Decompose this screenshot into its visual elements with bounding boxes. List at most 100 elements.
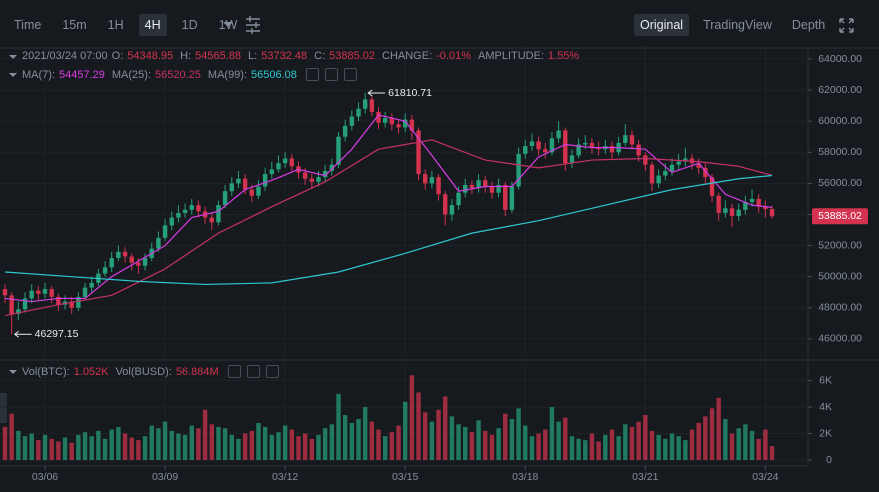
candle-body (496, 184, 501, 193)
candle-body (436, 177, 441, 195)
volume-bar (469, 432, 475, 460)
interval-button[interactable]: 1W (218, 17, 238, 32)
candle-body (623, 135, 628, 143)
y-tick-label: 62000.00 (818, 84, 862, 96)
settings-icon[interactable] (324, 68, 338, 81)
volume-bar (162, 421, 168, 460)
candle-body (9, 295, 14, 314)
volume-bar (409, 375, 415, 460)
volume-bar (182, 434, 188, 460)
indicator-label: MA(7): (22, 68, 55, 81)
volume-bar (456, 424, 461, 460)
candle-body (342, 125, 348, 137)
legend-value: 54565.88 (195, 50, 242, 62)
candle-body (82, 287, 88, 297)
volume-bar (169, 430, 174, 460)
volume-bar (696, 422, 701, 460)
x-tick-label: 03/06 (32, 471, 58, 483)
candle-body (209, 217, 214, 223)
candle-body (2, 289, 8, 296)
y-tick-label: 64000.00 (818, 53, 862, 65)
more-intervals[interactable] (223, 22, 233, 27)
interval-button[interactable]: 15m (62, 17, 87, 32)
candle-body (696, 163, 701, 168)
volume-bar (116, 426, 121, 460)
volume-bar (196, 428, 201, 460)
candle-body (309, 178, 315, 182)
volume-bar (69, 442, 74, 460)
volume-bar (102, 438, 108, 460)
candle-body (463, 184, 468, 193)
interval-button[interactable]: 1H (107, 17, 124, 32)
view-button[interactable]: TradingView (703, 17, 772, 32)
candle-body (516, 153, 521, 187)
candle-body (449, 205, 455, 215)
volume-tick-label: 2K (819, 427, 832, 439)
candle-body (356, 108, 361, 117)
candle-body (636, 144, 641, 156)
eye-icon[interactable] (227, 365, 241, 378)
eye-icon[interactable] (305, 68, 319, 81)
ma-line (4, 114, 773, 303)
candle-body (469, 184, 475, 189)
candle-body (569, 155, 575, 164)
volume-bar (616, 436, 621, 460)
volume-value: 56.884M (175, 365, 219, 378)
candle-body (242, 178, 248, 190)
view-button[interactable]: Depth (791, 17, 826, 32)
candle-body (643, 155, 648, 165)
interval-button[interactable]: 1D (181, 17, 198, 32)
candle-body (409, 119, 415, 131)
x-tick-label: 03/24 (752, 471, 778, 483)
volume-bar (449, 416, 455, 460)
volume-bar (76, 434, 81, 460)
legend-value: -0.01% (436, 50, 471, 62)
annotation-arrow (13, 330, 32, 338)
volume-bar (743, 424, 748, 460)
volume-bar (22, 436, 28, 460)
volume-bar (302, 433, 308, 460)
candle-body (189, 205, 194, 210)
close-icon[interactable] (343, 68, 357, 81)
candle-body (269, 169, 274, 175)
volume-bar (669, 433, 675, 460)
volume-bar (643, 415, 648, 460)
fullscreen-icon[interactable] (839, 18, 854, 33)
candle-body (196, 205, 201, 212)
interval-button[interactable]: 4H (138, 13, 167, 36)
interval-button[interactable]: Time (14, 17, 42, 32)
volume-tick-label: 4K (819, 401, 832, 413)
volume-label: Vol(BTC): (22, 365, 70, 378)
settings-icon[interactable] (246, 365, 260, 378)
legend-value: 53885.02 (329, 50, 376, 62)
volume-bar (403, 401, 408, 460)
volume-bar (649, 430, 655, 460)
volume-bar (289, 429, 295, 460)
candle-body (709, 177, 715, 196)
candle-body (276, 163, 281, 170)
indicator-value: 54457.29 (59, 68, 105, 81)
candle-body (443, 194, 448, 215)
view-button[interactable]: Original (634, 13, 690, 36)
volume-tick-label: 0 (826, 454, 832, 466)
candle-body (369, 99, 375, 112)
y-tick-label: 46000.00 (818, 333, 862, 345)
volume-bar (563, 417, 568, 460)
candle-body (676, 161, 681, 165)
volume-bar (396, 425, 401, 460)
volume-bar (436, 409, 441, 460)
candle-body (22, 298, 28, 310)
volume-value: 1.052K (73, 365, 109, 378)
volume-bar (316, 434, 321, 460)
settings-icon[interactable] (246, 16, 260, 34)
volume-bar (356, 418, 361, 460)
legend-value: 1.55% (548, 50, 580, 62)
legend-label: L: (248, 50, 258, 62)
candle-body (256, 186, 261, 196)
close-icon[interactable] (265, 365, 279, 378)
volume-bar (496, 428, 501, 460)
volume-bar (483, 430, 488, 460)
y-tick-label: 50000.00 (818, 270, 862, 282)
side-handle[interactable] (0, 393, 7, 423)
